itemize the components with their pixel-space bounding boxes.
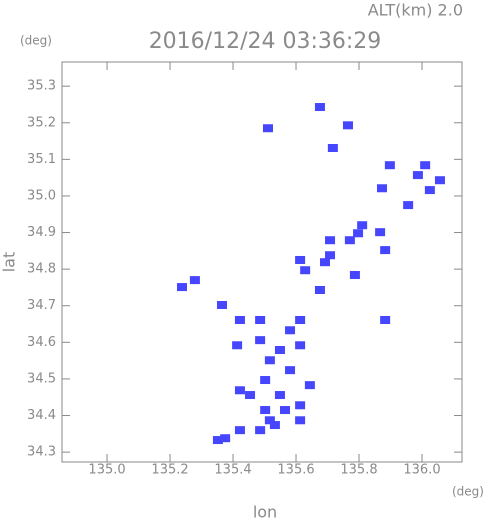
altitude-label: ALT(km) 2.0 [368, 1, 463, 20]
chart-title: 2016/12/24 03:36:29 [149, 29, 382, 54]
radar-echo [342, 121, 353, 130]
radar-echo [314, 285, 325, 294]
radar-echo [304, 381, 315, 390]
radar-echo [255, 336, 266, 345]
radar-echo [274, 391, 285, 400]
radar-echo [295, 316, 306, 325]
y-tick-label: 35.3 [27, 79, 56, 94]
x-unit: (deg) [452, 485, 484, 499]
radar-echo [357, 221, 368, 230]
radar-echo [217, 301, 227, 310]
y-axis-label: lat [0, 252, 19, 273]
radar-echo [177, 283, 187, 292]
radar-echo [245, 391, 256, 400]
radar-echo [260, 376, 271, 385]
x-tick-label: 135.0 [88, 463, 125, 478]
radar-echo [327, 144, 338, 153]
radar-echo [380, 246, 391, 255]
x-tick-label: 135.4 [214, 463, 251, 478]
radar-echo [264, 356, 275, 365]
x-tick-label: 135.6 [277, 463, 314, 478]
radar-echo [234, 316, 245, 325]
radar-echo [260, 406, 271, 415]
radar-echo [300, 266, 311, 275]
x-tick-label: 135.2 [151, 463, 188, 478]
y-tick-label: 34.4 [27, 408, 56, 423]
radar-echo [262, 124, 273, 133]
radar-echo [314, 103, 325, 112]
radar-echo [279, 406, 290, 415]
radar-echo [234, 386, 245, 395]
x-tick-label: 135.8 [340, 463, 377, 478]
y-tick-label: 34.9 [27, 225, 56, 240]
plot-frame [61, 61, 463, 463]
radar-echo [412, 171, 423, 180]
radar-echo [424, 186, 435, 195]
radar-echo [380, 316, 391, 325]
radar-echo [375, 228, 386, 237]
radar-echo [220, 434, 231, 443]
radar-echo [189, 276, 200, 285]
radar-echo [255, 426, 266, 435]
radar-echo [434, 176, 445, 185]
radar-echo [325, 251, 336, 260]
radar-echo [269, 421, 280, 430]
y-tick-label: 34.5 [27, 371, 56, 386]
radar-echo [285, 326, 296, 335]
y-unit: (deg) [20, 34, 52, 48]
radar-echo [212, 436, 223, 445]
y-tick-label: 34.3 [27, 445, 56, 460]
y-tick-label: 34.8 [27, 262, 56, 277]
y-tick-label: 35.1 [27, 152, 56, 167]
radar-echo [295, 401, 306, 410]
y-tick-label: 34.7 [27, 298, 56, 313]
radar-echo [234, 426, 245, 435]
radar-echo [353, 229, 364, 238]
radar-echo [274, 346, 285, 355]
radar-echo [344, 236, 355, 245]
radar-echo [295, 416, 306, 425]
radar-echo [325, 236, 336, 245]
x-axis-label: lon [253, 503, 277, 521]
radar-echo [420, 161, 431, 170]
radar-echo [285, 366, 296, 375]
radar-echo [264, 416, 275, 425]
radar-echo [319, 258, 330, 267]
y-tick-label: 35.2 [27, 115, 56, 130]
radar-echo [384, 161, 395, 170]
radar-echo [295, 341, 306, 350]
radar-echo [295, 255, 306, 264]
y-tick-label: 34.6 [27, 335, 56, 350]
radar-echo [349, 270, 360, 279]
radar-echo [403, 201, 414, 210]
radar-echo [255, 316, 266, 325]
radar-echo [377, 184, 387, 193]
radar-echo [232, 341, 243, 350]
y-tick-label: 35.0 [27, 188, 56, 203]
x-tick-label: 136.0 [403, 463, 440, 478]
